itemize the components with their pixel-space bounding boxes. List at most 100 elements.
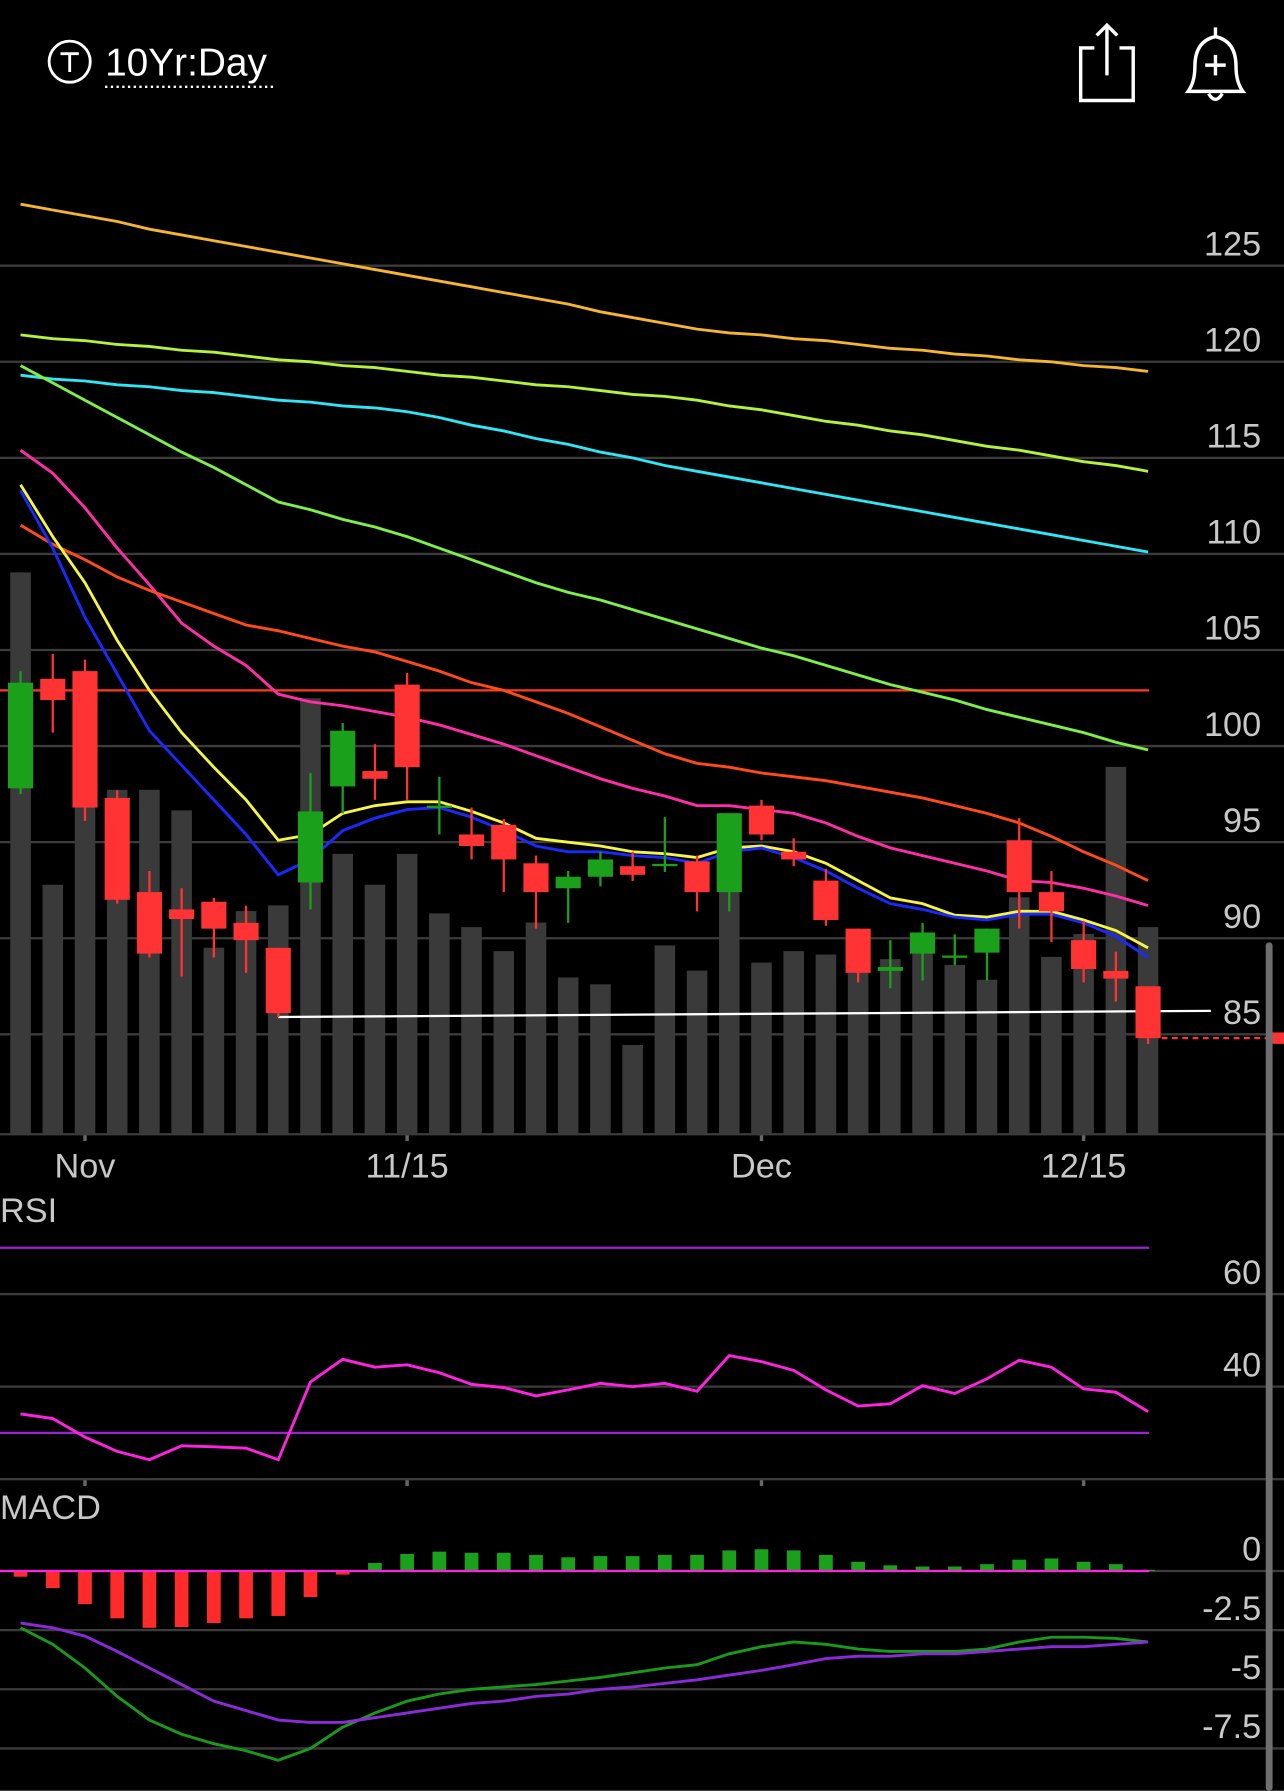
symbol-icon-glyph xyxy=(60,52,79,72)
candle-body xyxy=(72,671,98,808)
volume-bar xyxy=(557,977,579,1135)
volume-bar xyxy=(300,698,321,1135)
symbol-title[interactable]: 10Yr:Day xyxy=(105,41,267,84)
symbol-icon[interactable] xyxy=(47,39,92,84)
candle-body xyxy=(620,866,646,875)
candle-body xyxy=(716,813,742,893)
histogram-bar xyxy=(206,1571,221,1624)
last-price-marker xyxy=(1270,1032,1284,1044)
candle-body xyxy=(201,901,227,929)
moving-average xyxy=(20,373,1149,554)
candle-body xyxy=(974,928,1000,953)
x-tick-label: 11/15 xyxy=(366,1148,449,1186)
volume-bar xyxy=(783,951,804,1135)
candle-body xyxy=(652,863,678,867)
candle-body xyxy=(523,863,549,893)
alert-button[interactable] xyxy=(1184,27,1247,102)
candle-body xyxy=(136,892,162,954)
histogram-bar xyxy=(368,1562,382,1572)
volume-bar xyxy=(1073,933,1094,1135)
volume-bar xyxy=(718,812,740,1135)
indicator-line xyxy=(19,1626,1149,1762)
histogram-bar xyxy=(13,1571,28,1577)
histogram-bar xyxy=(883,1565,898,1572)
histogram-bar xyxy=(335,1571,350,1575)
histogram-bar xyxy=(432,1551,447,1572)
candle-body xyxy=(1006,840,1032,893)
histogram-bar xyxy=(529,1554,543,1572)
candle-body xyxy=(587,859,613,877)
candle-body xyxy=(1103,970,1129,979)
histogram-bar xyxy=(690,1554,704,1572)
panel-title: RSI xyxy=(0,1192,57,1230)
candle-body xyxy=(909,932,936,954)
y-tick-label: -5 xyxy=(1231,1649,1261,1687)
volume-bar xyxy=(493,951,515,1135)
histogram-bar xyxy=(464,1552,479,1572)
panel-title: MACD xyxy=(0,1489,101,1527)
candle-body xyxy=(169,909,195,920)
candle-body xyxy=(330,730,356,787)
histogram-bar xyxy=(980,1564,994,1572)
moving-average xyxy=(19,364,1149,752)
x-tick-label: Dec xyxy=(731,1148,792,1186)
volume-bar xyxy=(429,913,450,1135)
y-tick-label: 125 xyxy=(1204,225,1261,263)
histogram-bar xyxy=(239,1571,253,1619)
candle-body xyxy=(942,955,968,958)
volume-bar xyxy=(42,884,64,1135)
moving-average xyxy=(20,333,1149,473)
volume-bar xyxy=(235,911,257,1135)
x-tick-label: Nov xyxy=(55,1148,117,1186)
moving-average xyxy=(19,489,1149,959)
histogram-bar xyxy=(722,1550,737,1572)
y-tick-label: 95 xyxy=(1223,802,1261,840)
scrollbar[interactable] xyxy=(1265,942,1273,1791)
candle-body xyxy=(555,876,581,889)
histogram-bar xyxy=(496,1552,511,1572)
histogram-bar xyxy=(271,1571,286,1616)
x-tick-label: 12/15 xyxy=(1041,1148,1127,1186)
volume-bar xyxy=(10,572,31,1135)
volume-bar xyxy=(912,936,933,1135)
moving-average xyxy=(19,523,1149,882)
volume-bar xyxy=(74,790,96,1135)
volume-bar xyxy=(1105,766,1127,1135)
y-tick-label: 0 xyxy=(1242,1531,1261,1569)
volume-bar xyxy=(880,959,901,1135)
histogram-bar xyxy=(110,1571,125,1619)
share-button[interactable] xyxy=(1078,22,1135,103)
y-tick-label: 90 xyxy=(1223,898,1261,936)
candle-body xyxy=(877,967,903,971)
histogram-bar xyxy=(915,1566,930,1572)
histogram-bar xyxy=(1012,1559,1027,1572)
volume-bar xyxy=(622,1044,643,1135)
histogram-bar xyxy=(754,1549,769,1572)
volume-bar xyxy=(332,853,353,1135)
volume-bar xyxy=(590,984,611,1135)
candle-body xyxy=(684,861,710,893)
histogram-bar xyxy=(561,1557,576,1572)
volume-bar xyxy=(686,970,708,1135)
candle-body xyxy=(40,678,66,700)
y-tick-label: -7.5 xyxy=(1202,1708,1261,1746)
volume-bar xyxy=(1041,956,1062,1135)
candle-body xyxy=(297,811,324,883)
volume-bar xyxy=(396,853,418,1135)
volume-bar xyxy=(976,979,998,1135)
candle-body xyxy=(1071,940,1097,969)
indicator-line xyxy=(20,1354,1149,1462)
volume-bar xyxy=(139,789,160,1135)
volume-bar xyxy=(944,964,966,1135)
y-tick-label: -2.5 xyxy=(1202,1590,1261,1628)
moving-average xyxy=(19,484,1149,950)
histogram-bar xyxy=(851,1561,865,1572)
y-tick-label: 60 xyxy=(1223,1254,1261,1292)
y-tick-label: 105 xyxy=(1204,610,1261,648)
candle-body xyxy=(748,805,775,835)
histogram-bar xyxy=(819,1554,833,1572)
histogram-bar xyxy=(1076,1561,1091,1572)
candle-body xyxy=(491,824,517,860)
